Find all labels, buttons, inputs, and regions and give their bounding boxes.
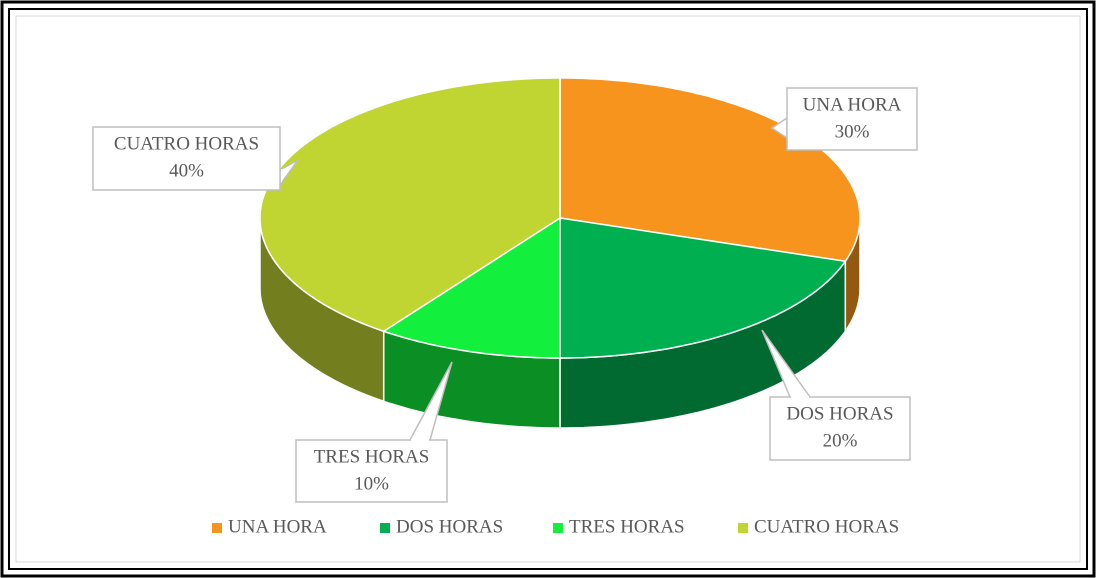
data-label-name: CUATRO HORAS bbox=[114, 133, 259, 154]
legend-swatch bbox=[738, 523, 748, 533]
legend-swatch bbox=[380, 523, 390, 533]
legend-label: UNA HORA bbox=[228, 516, 327, 537]
callout-joint bbox=[411, 439, 429, 441]
callout-box bbox=[786, 87, 918, 151]
slice bbox=[381, 216, 561, 359]
legend-label: CUATRO HORAS bbox=[754, 516, 899, 537]
data-label-value: 10% bbox=[354, 473, 389, 494]
callout-joint bbox=[788, 117, 789, 135]
callout-box bbox=[295, 439, 448, 503]
plot-border bbox=[15, 15, 1081, 563]
data-label-name: DOS HORAS bbox=[786, 403, 893, 424]
inner-frame bbox=[8, 8, 1088, 570]
callout-box bbox=[92, 126, 281, 191]
data-label-name: TRES HORAS bbox=[314, 446, 430, 467]
data-label-value: 20% bbox=[823, 430, 858, 451]
callout-joint bbox=[281, 169, 282, 182]
legend-label: DOS HORAS bbox=[396, 516, 503, 537]
data-label-value: 40% bbox=[169, 160, 204, 181]
callout-joint bbox=[791, 396, 809, 398]
legend-swatch bbox=[212, 523, 222, 533]
data-label-value: 30% bbox=[835, 121, 870, 142]
legend-swatch bbox=[553, 523, 563, 533]
callout-box bbox=[769, 396, 911, 461]
legend-label: TRES HORAS bbox=[569, 516, 685, 537]
slice bbox=[559, 217, 847, 359]
data-label-name: UNA HORA bbox=[803, 94, 902, 115]
